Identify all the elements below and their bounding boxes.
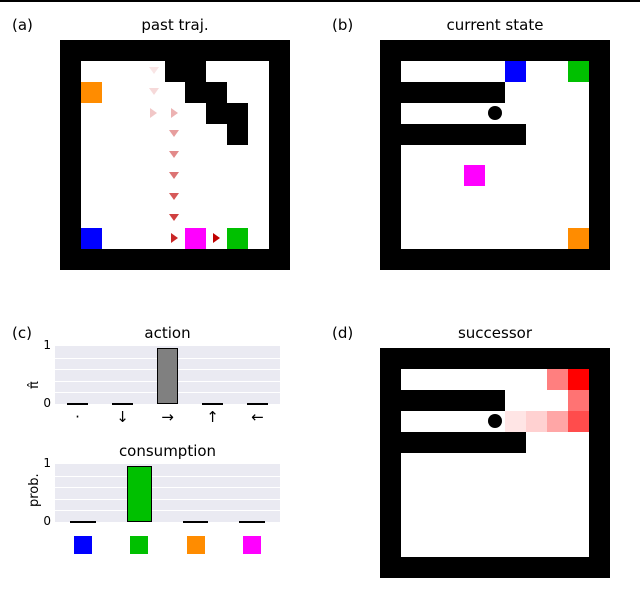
ylabel: π̂: [27, 381, 42, 389]
title-b: current state: [380, 16, 610, 34]
label-c: (c): [12, 324, 32, 342]
title-a: past traj.: [60, 16, 290, 34]
legend-swatch: [74, 536, 92, 554]
label-a: (a): [12, 16, 33, 34]
panel-b-grid: [380, 40, 610, 270]
panel-a-grid: [60, 40, 290, 270]
legend-swatch: [243, 536, 261, 554]
title-d: successor: [380, 324, 610, 342]
panel-d-grid: [380, 348, 610, 578]
title-action: action: [55, 324, 280, 342]
legend-swatch: [130, 536, 148, 554]
ylabel: prob.: [27, 473, 42, 507]
legend-swatch: [187, 536, 205, 554]
title-consumption: consumption: [55, 442, 280, 460]
label-d: (d): [332, 324, 353, 342]
label-b: (b): [332, 16, 353, 34]
